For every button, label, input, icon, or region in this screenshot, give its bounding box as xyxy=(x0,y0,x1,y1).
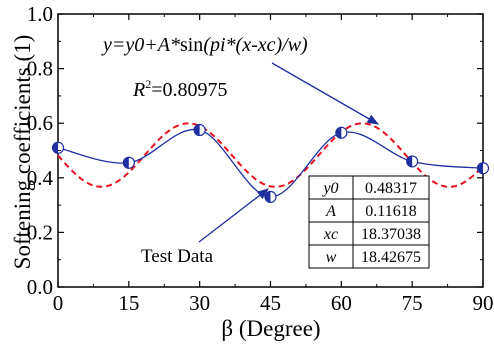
data-point xyxy=(335,126,348,139)
x-tick-label: 30 xyxy=(189,291,210,315)
data-point-fill xyxy=(194,124,200,136)
param-value: 18.37038 xyxy=(361,226,421,243)
y-tick-label: 1.0 xyxy=(27,2,53,26)
data-point-fill xyxy=(52,142,58,154)
param-name: y0 xyxy=(321,180,338,197)
x-tick-label: 15 xyxy=(118,291,139,315)
data-point-fill xyxy=(406,155,413,167)
y-tick-label: 0.4 xyxy=(27,166,54,190)
data-point-fill xyxy=(477,162,483,174)
data-point xyxy=(122,156,135,169)
param-name: A xyxy=(325,203,336,220)
test-data-label: Test Data xyxy=(141,246,214,267)
x-tick-label: 0 xyxy=(53,291,64,315)
data-point-fill xyxy=(335,127,342,139)
param-name: w xyxy=(326,249,337,266)
ticks-group: 0 15 30 45 60 75 90 0.0 0.2 0.4 0.6 0.8 1.0 xyxy=(27,2,494,315)
x-tick-label: 60 xyxy=(331,291,352,315)
param-name: xc xyxy=(323,226,338,243)
y-tick-label: 0.0 xyxy=(27,275,53,299)
x-tick-label: 90 xyxy=(473,291,494,315)
data-point xyxy=(476,162,490,175)
x-tick-label: 45 xyxy=(260,291,281,315)
r-squared-label: R2=0.80975 xyxy=(132,77,228,101)
param-table-value-cell xyxy=(352,244,430,269)
y-axis-label: Softening coefficients (1) xyxy=(10,35,35,270)
x-axis-label: β (Degree) xyxy=(221,316,320,341)
param-value: 18.42675 xyxy=(361,249,421,266)
test-data-arrow xyxy=(198,188,269,243)
x-tick-label: 75 xyxy=(402,291,423,315)
y-tick-label: 0.8 xyxy=(27,57,53,81)
data-point xyxy=(406,155,419,168)
annotations-group: y=y0+A*sin(pi*(x-xc)/w) R2=0.80975 Test Da… xyxy=(101,34,430,269)
param-value: 0.11618 xyxy=(365,203,416,220)
y-tick-label: 0.2 xyxy=(27,220,53,244)
y-tick-label: 0.6 xyxy=(27,111,53,135)
data-point xyxy=(193,123,206,137)
equation-arrow xyxy=(271,62,380,125)
data-point xyxy=(264,190,277,204)
data-point xyxy=(51,141,65,154)
param-value: 0.48317 xyxy=(365,180,417,197)
data-point-fill xyxy=(123,157,129,169)
fit-equation: y=y0+A*sin(pi*(x-xc)/w) xyxy=(101,34,308,56)
